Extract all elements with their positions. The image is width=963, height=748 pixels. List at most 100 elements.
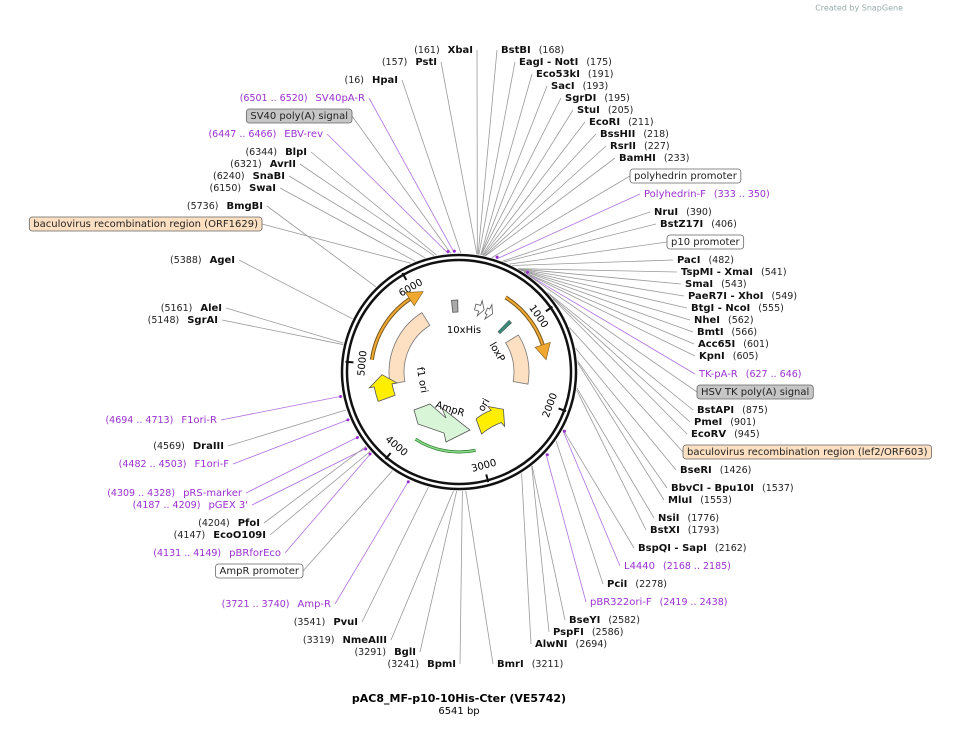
site-position: (175) [586,57,612,68]
feature-box [245,108,353,124]
connector-line [261,223,411,264]
site-position: (555) [758,303,784,314]
annotation-label: (6447 .. 6466) EBV-rev [208,129,323,141]
connector-line [485,157,616,257]
site-position: (4309 .. 4328) [107,488,175,499]
connector-line [526,273,696,375]
site-name: BstBI [501,45,531,56]
site-position: (2694) [576,639,608,650]
connector-line [519,269,688,309]
site-position: (161) [414,45,440,56]
annotation-label: (3319) NmeAIII [303,635,387,647]
site-name: pBRforEco [229,548,281,559]
connector-line [299,163,435,256]
annotation-label: (5388) AgeI [170,255,235,267]
annotation-label: (4204) PfoI [198,518,260,530]
connector-line [577,362,665,501]
site-name: AleI [200,303,222,314]
site-name: KpnI [699,351,725,362]
site-name: NheI [694,315,720,326]
connector-line [334,479,410,605]
feature-box [666,234,745,250]
site-name: PvuI [333,617,358,628]
annotation-label: AlwNI (2694) [535,639,607,651]
site-name: NmeAIII [343,635,387,646]
connector-line [518,268,682,285]
connector-line [512,259,674,266]
backbone-inner [345,258,573,486]
connector-line [459,490,463,665]
site-name: PmeI [694,417,722,428]
site-name: BpmI [427,659,456,670]
site-position: (1537) [762,483,794,494]
connector-line [480,97,562,256]
site-name: BseYI [569,615,600,626]
site-name: BtgI - NcoI [691,303,750,314]
connector-line [440,61,478,255]
feature-name: baculovirus recombination region (lef2/O… [687,447,928,458]
annotation-label: (5161) AleI [161,303,222,315]
connector-line [227,409,347,447]
connector-line [279,187,416,262]
annotation-label: TK-pA-R (627 .. 646) [698,369,802,381]
site-position: (2162) [715,543,747,554]
connector-line [232,418,350,465]
annotation-label: BstZ17I (406) [660,219,737,231]
connector-line [288,175,426,259]
primer-mark [338,394,342,398]
site-name: SnaBI [253,171,285,182]
annotation-label: Acc65I (601) [698,339,769,351]
connector-line [263,445,367,524]
primer-mark [545,453,549,457]
connector-line [368,97,455,254]
site-position: (605) [733,351,759,362]
feature-box [215,563,304,579]
feature-box [28,216,263,232]
site-name: StuI [577,105,600,116]
annotation-label: (5148) SgrAI [148,315,218,327]
site-name: XbaI [448,45,473,56]
site-name: BglI [394,647,416,658]
primer-mark [562,429,566,433]
site-position: (168) [539,45,565,56]
site-name: TspMI - XmaI [681,267,753,278]
feature-block [388,312,431,385]
site-name: HpaI [372,75,398,86]
annotation-label: BmtI (566) [697,327,757,339]
site-position: (157) [382,57,408,68]
site-name: BstZ17I [660,219,703,230]
annotation-label: (6344) BlpI [245,147,307,159]
loxp-mark [497,319,513,335]
annotation-label: BssHII (218) [600,129,669,141]
site-position: (3319) [303,635,335,646]
site-name: EagI - NotI [519,57,578,68]
connector-line [576,387,655,519]
feature-box [682,444,932,460]
annotation-label: PspFI (2586) [553,627,623,639]
connector-line [351,115,452,254]
site-position: (1426) [720,465,752,476]
site-position: (875) [742,405,768,416]
connector-line [555,440,604,585]
site-name: L4440 [624,561,655,572]
site-name: SacI [551,81,575,92]
annotation-label: (4482 .. 4503) F1ori-F [119,459,230,471]
site-name: BssHII [600,129,635,140]
site-position: (901) [730,417,756,428]
site-name: BbvCI - Bpu10I [671,483,754,494]
site-position: (5736) [187,201,219,212]
site-position: (6321) [230,159,262,170]
site-position: (2419 .. 2438) [660,597,728,608]
site-position: (945) [734,429,760,440]
site-name: AvrII [270,159,296,170]
site-position: (601) [743,339,769,350]
annotation-label: BstXI (1793) [650,525,719,537]
annotation-label: BamHI (233) [619,153,689,165]
ruler-label: 2000 [541,392,560,420]
site-name: PstI [415,57,437,68]
feature-label: loxP [487,341,507,364]
site-name: SV40pA-R [316,93,365,104]
ori-arrow [475,405,506,435]
feature-label: 10xHis [447,325,481,336]
feature-box [696,384,814,400]
